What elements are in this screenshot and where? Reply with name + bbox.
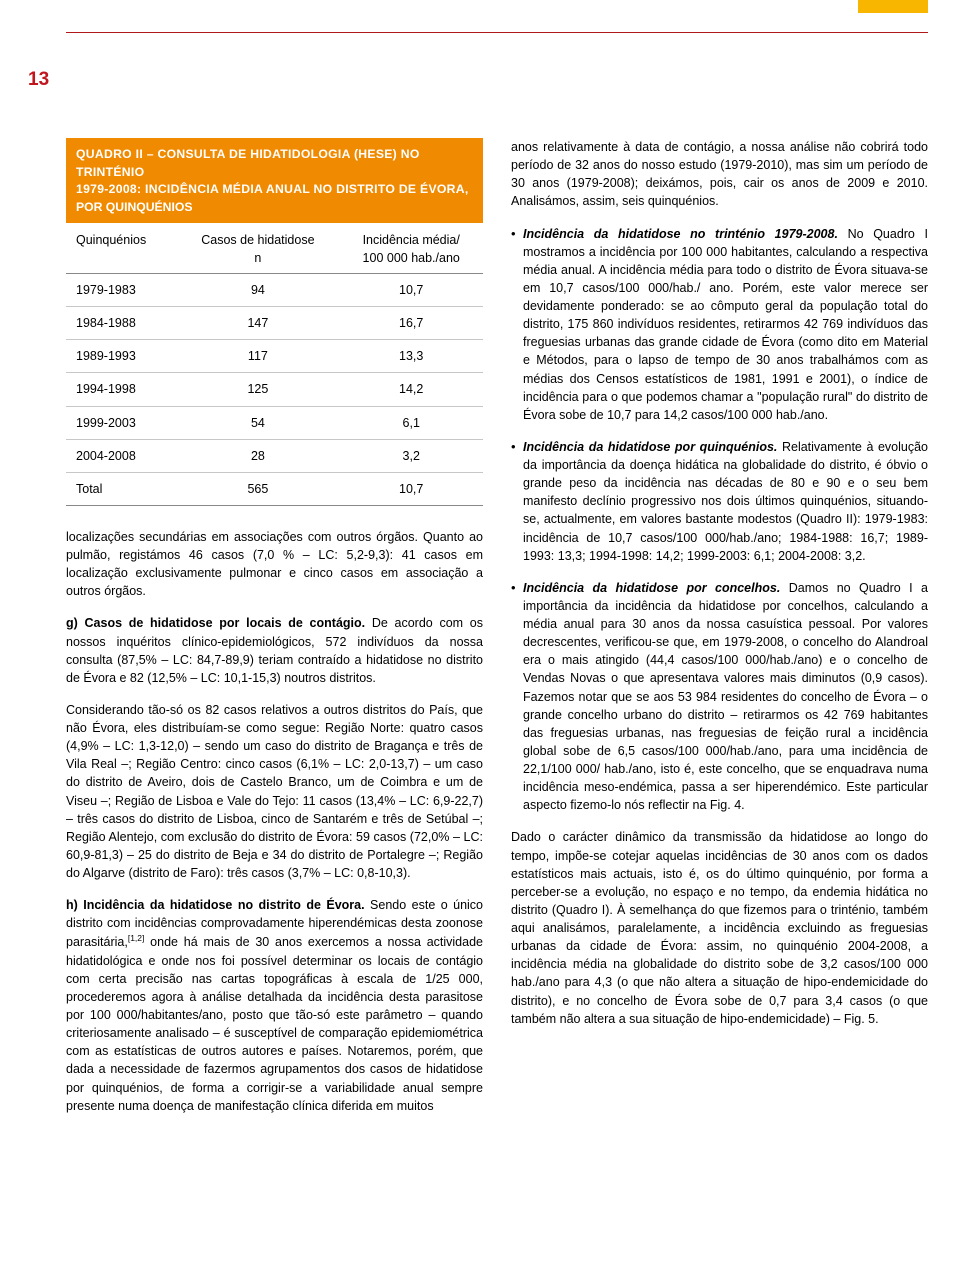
table-body: 1979-19839410,7 1984-198814716,7 1989-19… bbox=[66, 274, 483, 506]
bullet-title-1: Incidência da hidatidose no trinténio 19… bbox=[523, 227, 838, 241]
para-h-b: onde há mais de 30 anos exercemos a noss… bbox=[66, 936, 483, 1113]
bullet-body-2: Relativamente à evolução da importância … bbox=[523, 440, 928, 563]
bullet-title-2: Incidência da hidatidose por quinquénios… bbox=[523, 440, 777, 454]
quinquenios-table: Quinquénios Casos de hidatidose n Incidê… bbox=[66, 223, 483, 506]
col-header-incidence: Incidência média/ 100 000 hab./ano bbox=[339, 223, 483, 274]
header-rule bbox=[66, 32, 928, 33]
para-h: h) Incidência da hidatidose no distrito … bbox=[66, 896, 483, 1115]
table-row: 2004-2008283,2 bbox=[66, 439, 483, 472]
heading-g: g) Casos de hidatidose por locais de con… bbox=[66, 616, 365, 630]
table-row: 1979-19839410,7 bbox=[66, 274, 483, 307]
bullet-trintenio: Incidência da hidatidose no trinténio 19… bbox=[511, 225, 928, 424]
para-regioes: Considerando tão-só os 82 casos relativo… bbox=[66, 701, 483, 882]
col-header-period: Quinquénios bbox=[66, 223, 176, 274]
col-header-inc-l2: 100 000 hab./ano bbox=[363, 251, 460, 265]
table-title-line1: QUADRO II – CONSULTA DE HIDATIDOLOGIA (H… bbox=[76, 146, 473, 181]
para-localizacoes: localizações secundárias em associações … bbox=[66, 528, 483, 601]
col-header-cases-l1: Casos de hidatidose bbox=[201, 233, 314, 247]
table-row-total: Total56510,7 bbox=[66, 472, 483, 505]
para-right-last: Dado o carácter dinâmico da transmissão … bbox=[511, 828, 928, 1027]
page-top-decor: 13 bbox=[0, 0, 960, 30]
right-column: anos relativamente à data de contágio, a… bbox=[511, 138, 928, 1129]
left-column: QUADRO II – CONSULTA DE HIDATIDOLOGIA (H… bbox=[66, 138, 483, 1129]
bullet-body-1: No Quadro I mostramos a incidência por 1… bbox=[523, 227, 928, 422]
bullet-concelhos: Incidência da hidatidose por concelhos. … bbox=[511, 579, 928, 815]
table-title-line3: POR QUINQUÉNIOS bbox=[76, 199, 473, 217]
table-row: 1994-199812514,2 bbox=[66, 373, 483, 406]
bullet-list: Incidência da hidatidose no trinténio 19… bbox=[511, 225, 928, 815]
ref-marker: [1,2] bbox=[128, 933, 145, 943]
para-right-intro: anos relativamente à data de contágio, a… bbox=[511, 138, 928, 211]
table-row: 1989-199311713,3 bbox=[66, 340, 483, 373]
corner-tab bbox=[858, 0, 928, 13]
para-g: g) Casos de hidatidose por locais de con… bbox=[66, 614, 483, 687]
bullet-title-3: Incidência da hidatidose por concelhos. bbox=[523, 581, 780, 595]
bullet-quinquenios: Incidência da hidatidose por quinquénios… bbox=[511, 438, 928, 565]
table-row: 1984-198814716,7 bbox=[66, 307, 483, 340]
table-title: QUADRO II – CONSULTA DE HIDATIDOLOGIA (H… bbox=[66, 138, 483, 223]
col-header-inc-l1: Incidência média/ bbox=[363, 233, 460, 247]
bullet-body-3: Damos no Quadro I a importância da incid… bbox=[523, 581, 928, 813]
col-header-cases-l2: n bbox=[254, 251, 261, 265]
table-title-line2: 1979-2008: INCIDÊNCIA MÉDIA ANUAL NO DIS… bbox=[76, 181, 473, 199]
heading-h: h) Incidência da hidatidose no distrito … bbox=[66, 898, 365, 912]
col-header-cases: Casos de hidatidose n bbox=[176, 223, 339, 274]
table-row: 1999-2003546,1 bbox=[66, 406, 483, 439]
page-number: 13 bbox=[28, 66, 49, 94]
